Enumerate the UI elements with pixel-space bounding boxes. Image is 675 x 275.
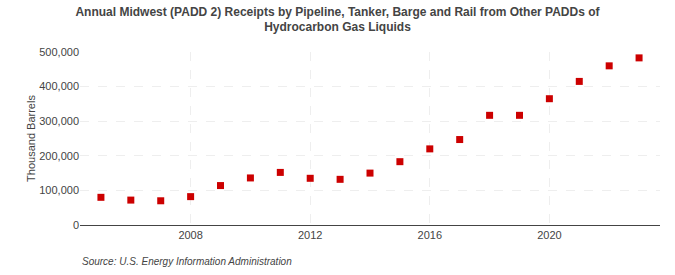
svg-text:2012: 2012 <box>298 229 322 241</box>
svg-text:500,000: 500,000 <box>39 46 79 58</box>
svg-text:400,000: 400,000 <box>39 80 79 92</box>
svg-text:Annual Midwest (PADD 2) Receip: Annual Midwest (PADD 2) Receipts by Pipe… <box>75 5 600 35</box>
svg-text:2020: 2020 <box>537 229 561 241</box>
svg-text:2016: 2016 <box>418 229 442 241</box>
svg-text:Thousand Barrels: Thousand Barrels <box>25 95 37 182</box>
svg-text:200,000: 200,000 <box>39 150 79 162</box>
svg-text:2008: 2008 <box>178 229 202 241</box>
svg-text:Source: U.S. Energy Informatio: Source: U.S. Energy Information Administ… <box>82 256 292 267</box>
svg-text:100,000: 100,000 <box>39 184 79 196</box>
svg-text:0: 0 <box>73 219 79 231</box>
svg-text:300,000: 300,000 <box>39 115 79 127</box>
